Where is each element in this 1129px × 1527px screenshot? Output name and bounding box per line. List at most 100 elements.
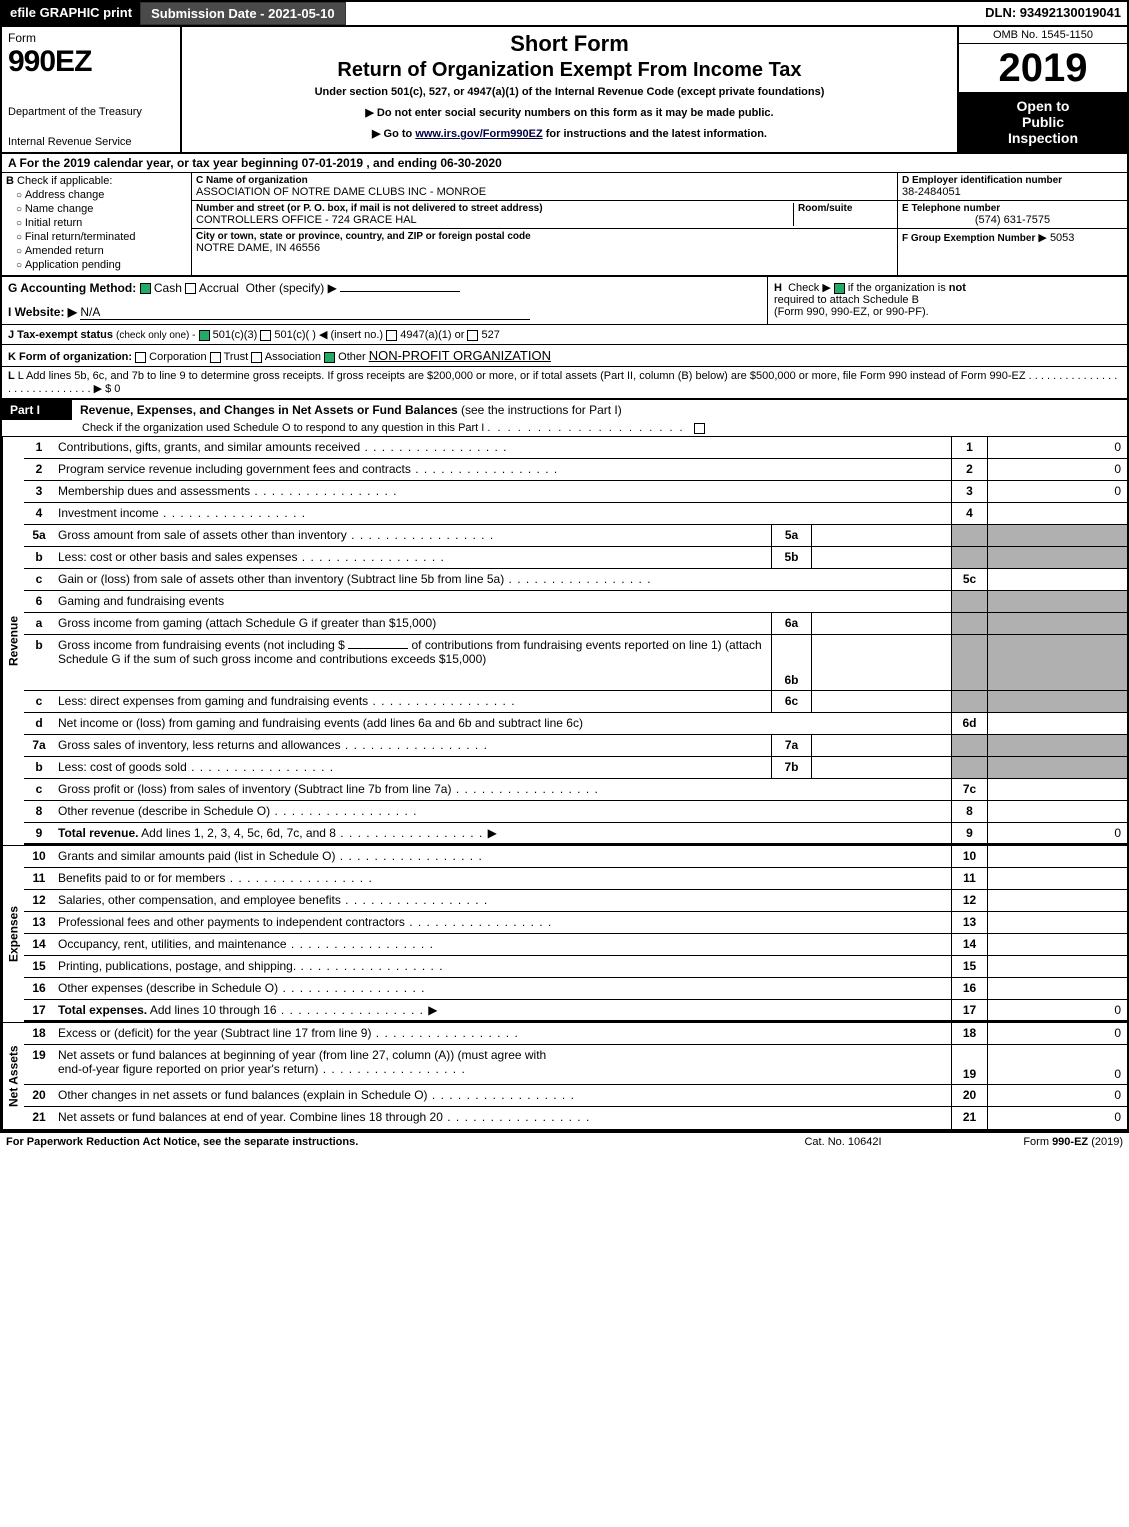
e-phone-label: E Telephone number [902, 203, 1123, 214]
ln6d-num: 6d [951, 713, 987, 734]
org-city: NOTRE DAME, IN 46556 [196, 242, 893, 254]
entity-info-block: B Check if applicable: Address change Na… [2, 173, 1127, 277]
ln12-num: 12 [951, 890, 987, 911]
expenses-section: Expenses 10 Grants and similar amounts p… [2, 846, 1127, 1023]
chk-other-org[interactable] [324, 352, 335, 363]
d-ein-label: D Employer identification number [902, 175, 1123, 186]
ln12-val [987, 890, 1127, 911]
chk-amended-return[interactable]: Amended return [16, 245, 187, 257]
line-5c: c Gain or (loss) from sale of assets oth… [24, 569, 1127, 591]
ln13-val [987, 912, 1127, 933]
ln6b: b [24, 635, 54, 690]
opt-corporation: Corporation [149, 351, 206, 363]
line-13: 13 Professional fees and other payments … [24, 912, 1127, 934]
ln17-val: 0 [987, 1000, 1127, 1020]
chk-association[interactable] [251, 352, 262, 363]
ln1-desc: Contributions, gifts, grants, and simila… [58, 440, 360, 454]
part-i-title-text: Revenue, Expenses, and Changes in Net As… [80, 403, 458, 417]
ln15-val [987, 956, 1127, 977]
row-j-tax-exempt: J Tax-exempt status (check only one) - 5… [2, 325, 1127, 345]
chk-527[interactable] [467, 330, 478, 341]
section-def-block: D Employer identification number 38-2484… [897, 173, 1127, 275]
ln3-num: 3 [951, 481, 987, 502]
dept-treasury: Department of the Treasury [8, 106, 174, 118]
ln1-val: 0 [987, 437, 1127, 458]
dln-label: DLN: 93492130019041 [979, 2, 1127, 25]
ln6d-val [987, 713, 1127, 734]
c-name-label: C Name of organization [196, 175, 893, 186]
chk-schedule-b-not-required[interactable] [834, 283, 845, 294]
ln11-val [987, 868, 1127, 889]
chk-name-change[interactable]: Name change [16, 203, 187, 215]
ln5b-mid: 5b [771, 547, 811, 568]
h-check-text: Check ▶ [788, 282, 831, 294]
i-label: I Website: ▶ [8, 305, 77, 319]
other-specify-input[interactable] [340, 291, 460, 292]
line-7a: 7a Gross sales of inventory, less return… [24, 735, 1127, 757]
ln18-desc: Excess or (deficit) for the year (Subtra… [58, 1026, 371, 1040]
open-to-public-box: Open to Public Inspection [959, 92, 1127, 152]
ln13-desc: Professional fees and other payments to … [58, 915, 405, 929]
ln6b-valshade [987, 635, 1127, 690]
line-7b: b Less: cost of goods sold 7b [24, 757, 1127, 779]
ln6a-midval [811, 613, 951, 634]
opt-association: Association [265, 351, 321, 363]
form-word: Form [8, 31, 174, 45]
ln17: 17 [24, 1000, 54, 1020]
accounting-method: G Accounting Method: Cash Accrual Other … [2, 277, 767, 324]
open-line3: Inspection [963, 130, 1123, 146]
efile-print-button[interactable]: efile GRAPHIC print [2, 2, 140, 25]
line-6: 6 Gaming and fundraising events [24, 591, 1127, 613]
ln5a-numshade [951, 525, 987, 546]
chk-4947[interactable] [386, 330, 397, 341]
ln6c-numshade [951, 691, 987, 712]
chk-501c[interactable] [260, 330, 271, 341]
part-i-label: Part I [2, 400, 72, 420]
chk-address-change[interactable]: Address change [16, 189, 187, 201]
ln11: 11 [24, 868, 54, 889]
omb-number: OMB No. 1545-1150 [959, 27, 1127, 44]
l-arrow: ▶ [94, 383, 102, 395]
ln14-num: 14 [951, 934, 987, 955]
chk-schedule-o[interactable] [694, 423, 705, 434]
ln9-num: 9 [951, 823, 987, 843]
expenses-side-label: Expenses [2, 846, 24, 1022]
ln6b-numshade [951, 635, 987, 690]
line-21: 21 Net assets or fund balances at end of… [24, 1107, 1127, 1129]
c-addr-label: Number and street (or P. O. box, if mail… [196, 203, 793, 214]
chk-501c3[interactable] [199, 330, 210, 341]
ln2-val: 0 [987, 459, 1127, 480]
ln10-num: 10 [951, 846, 987, 867]
line-7c: c Gross profit or (loss) from sales of i… [24, 779, 1127, 801]
ln12-desc: Salaries, other compensation, and employ… [58, 893, 341, 907]
goto-post: for instructions and the latest informat… [546, 128, 767, 140]
ln16-val [987, 978, 1127, 999]
g-label: G Accounting Method: [8, 281, 136, 295]
b-check-label: Check if applicable: [17, 175, 112, 187]
chk-trust[interactable] [210, 352, 221, 363]
line-14: 14 Occupancy, rent, utilities, and maint… [24, 934, 1127, 956]
ssn-warning: ▶ Do not enter social security numbers o… [190, 106, 949, 119]
ln5b-desc: Less: cost or other basis and sales expe… [58, 550, 297, 564]
chk-initial-return[interactable]: Initial return [16, 217, 187, 229]
f-group-label: F Group Exemption Number [902, 233, 1035, 244]
form-number: 990EZ [8, 45, 174, 79]
j-label: J Tax-exempt status [8, 329, 113, 341]
ln14: 14 [24, 934, 54, 955]
chk-corporation[interactable] [135, 352, 146, 363]
page-footer: For Paperwork Reduction Act Notice, see … [0, 1133, 1129, 1151]
ln2-desc: Program service revenue including govern… [58, 462, 411, 476]
ln5c-num: 5c [951, 569, 987, 590]
ln19-val: 0 [987, 1045, 1127, 1084]
chk-application-pending[interactable]: Application pending [16, 259, 187, 271]
chk-accrual[interactable] [185, 283, 196, 294]
chk-final-return[interactable]: Final return/terminated [16, 231, 187, 243]
irs-link[interactable]: www.irs.gov/Form990EZ [415, 128, 542, 140]
expenses-rows: 10 Grants and similar amounts paid (list… [24, 846, 1127, 1022]
ln6b-blank[interactable] [348, 648, 408, 649]
chk-cash[interactable] [140, 283, 151, 294]
ln7a-valshade [987, 735, 1127, 756]
ln8: 8 [24, 801, 54, 822]
ln6-numshade [951, 591, 987, 612]
ln9: 9 [24, 823, 54, 843]
